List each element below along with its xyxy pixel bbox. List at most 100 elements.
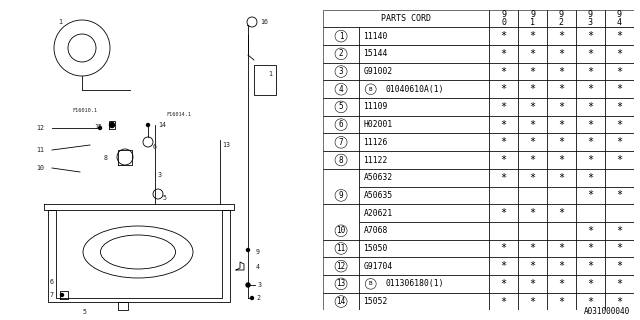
Text: *: * [616, 190, 622, 200]
Bar [489, 204, 518, 222]
Text: *: * [500, 31, 507, 41]
Bar [518, 257, 547, 275]
Text: *: * [529, 67, 536, 76]
Bar [359, 133, 489, 151]
Text: *: * [616, 261, 622, 271]
Text: 1: 1 [339, 32, 344, 41]
Text: A20621: A20621 [364, 209, 393, 218]
Bar [359, 151, 489, 169]
Text: 3: 3 [258, 282, 262, 288]
Text: PARTS CORD: PARTS CORD [381, 14, 431, 23]
Bar [547, 133, 576, 151]
Text: 8: 8 [104, 155, 108, 161]
Text: G91002: G91002 [364, 67, 393, 76]
Bar [489, 187, 518, 204]
Text: *: * [616, 67, 622, 76]
Text: 5: 5 [163, 195, 167, 201]
Text: *: * [588, 261, 593, 271]
Text: *: * [588, 67, 593, 76]
Text: 9
2: 9 2 [559, 10, 564, 27]
Text: *: * [529, 261, 536, 271]
Text: 9: 9 [339, 191, 344, 200]
Text: H02001: H02001 [364, 120, 393, 129]
Bar [359, 257, 489, 275]
Text: *: * [529, 173, 536, 183]
Bar [323, 133, 359, 151]
Text: *: * [616, 297, 622, 307]
Text: *: * [558, 102, 564, 112]
Bar [547, 240, 576, 257]
Bar [605, 116, 634, 133]
Bar [547, 116, 576, 133]
Text: 15144: 15144 [364, 49, 388, 58]
Bar [323, 293, 359, 310]
Text: 5: 5 [339, 102, 344, 111]
Text: *: * [529, 102, 536, 112]
Text: 1: 1 [58, 19, 62, 25]
Bar [489, 275, 518, 293]
Text: 8: 8 [339, 156, 344, 164]
Bar [359, 187, 489, 204]
Bar [489, 98, 518, 116]
Bar [576, 240, 605, 257]
Bar [489, 222, 518, 240]
Circle shape [61, 293, 63, 297]
Text: 11122: 11122 [364, 156, 388, 164]
Bar [518, 222, 547, 240]
Text: 12: 12 [337, 262, 346, 271]
Text: F16010.1: F16010.1 [72, 108, 97, 113]
Text: *: * [558, 261, 564, 271]
Text: *: * [588, 102, 593, 112]
Bar [605, 63, 634, 80]
Bar [323, 98, 359, 116]
Bar [518, 151, 547, 169]
Bar [547, 275, 576, 293]
Circle shape [246, 283, 250, 287]
Bar [605, 27, 634, 45]
Bar [576, 80, 605, 98]
Bar [518, 63, 547, 80]
Bar [518, 293, 547, 310]
Text: *: * [500, 102, 507, 112]
Text: *: * [558, 297, 564, 307]
Text: 15050: 15050 [364, 244, 388, 253]
Text: 9
4: 9 4 [617, 10, 621, 27]
Bar [359, 222, 489, 240]
Text: *: * [500, 261, 507, 271]
Circle shape [109, 123, 115, 127]
Bar [489, 27, 518, 45]
Bar [547, 222, 576, 240]
Bar [359, 80, 489, 98]
Text: *: * [558, 137, 564, 147]
Text: *: * [588, 279, 593, 289]
Bar [605, 98, 634, 116]
Bar [323, 275, 359, 293]
Text: *: * [616, 279, 622, 289]
Text: 3: 3 [339, 67, 344, 76]
Text: 10: 10 [36, 165, 44, 171]
Text: 4: 4 [256, 264, 260, 270]
Bar [323, 10, 489, 27]
Text: 13: 13 [337, 279, 346, 288]
Text: 3: 3 [158, 172, 162, 178]
Bar [518, 169, 547, 187]
Bar [576, 10, 605, 27]
Text: *: * [588, 297, 593, 307]
Text: 14: 14 [158, 122, 166, 128]
Bar [605, 257, 634, 275]
Text: B: B [369, 281, 372, 286]
Bar [489, 257, 518, 275]
Bar [489, 10, 518, 27]
Bar [254, 65, 276, 95]
Bar [576, 27, 605, 45]
Text: *: * [616, 120, 622, 130]
Bar [576, 169, 605, 187]
Bar [518, 133, 547, 151]
Text: A031000040: A031000040 [584, 307, 630, 316]
Bar [323, 63, 359, 80]
Bar [489, 116, 518, 133]
Bar [576, 133, 605, 151]
Text: *: * [588, 49, 593, 59]
Text: *: * [500, 155, 507, 165]
Bar [489, 133, 518, 151]
